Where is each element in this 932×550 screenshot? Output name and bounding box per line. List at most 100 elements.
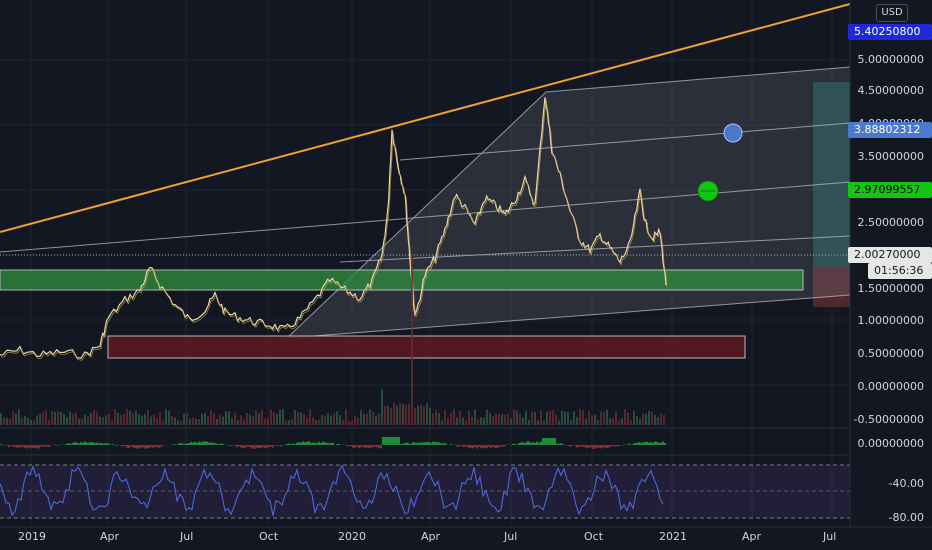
macd-bar xyxy=(444,442,446,445)
green-level-tag[interactable]: 2.97099557 xyxy=(848,182,932,198)
long-trendline[interactable] xyxy=(0,3,851,233)
volume-bar xyxy=(138,414,140,425)
macd-bar xyxy=(436,441,438,445)
macd-bar xyxy=(102,443,104,445)
volume-bar xyxy=(471,417,473,425)
blue-target-marker[interactable] xyxy=(723,123,743,143)
volume-bar xyxy=(327,413,329,425)
blue-level-tag[interactable]: 3.88802312 xyxy=(848,122,932,138)
volume-bar xyxy=(558,420,560,425)
macd-bar xyxy=(74,442,76,445)
macd-bar xyxy=(582,445,584,447)
volume-bar xyxy=(339,414,341,425)
volume-bar xyxy=(420,404,422,425)
volume-bar xyxy=(348,420,350,425)
macd-bar xyxy=(450,444,452,445)
volume-bar xyxy=(441,420,443,425)
price-label: 5.00000000 xyxy=(857,53,924,66)
macd-bar xyxy=(576,445,578,448)
volume-bar xyxy=(444,409,446,425)
volume-bar xyxy=(537,420,539,425)
volume-bar xyxy=(255,409,257,425)
bar-countdown-tag: 01:56:36 xyxy=(868,263,932,279)
macd-bar xyxy=(210,442,212,445)
price-label: 3.50000000 xyxy=(857,150,924,163)
volume-bar xyxy=(93,409,95,425)
volume-bar xyxy=(573,411,575,425)
volume-bar xyxy=(426,403,428,425)
macd-bar xyxy=(88,442,90,445)
macd-bar xyxy=(186,443,188,445)
support-zone[interactable] xyxy=(0,269,804,291)
macd-bar xyxy=(346,445,348,447)
volume-bar xyxy=(261,410,263,425)
macd-bar xyxy=(632,444,634,445)
macd-bar xyxy=(248,445,250,447)
volume-bar xyxy=(516,410,518,425)
volume-bar xyxy=(345,409,347,425)
volume-bar xyxy=(18,409,20,425)
price-label: -0.50000000 xyxy=(853,413,924,426)
macd-bar xyxy=(264,445,266,448)
macd-bar xyxy=(524,443,526,445)
demand-zone[interactable] xyxy=(107,335,746,359)
macd-bar xyxy=(182,443,184,445)
macd-bar xyxy=(156,445,158,448)
macd-bar xyxy=(592,445,594,449)
macd-bar xyxy=(390,437,392,445)
macd-bar xyxy=(618,445,620,447)
macd-bar xyxy=(24,445,26,448)
macd-bar xyxy=(96,442,98,445)
volume-bar xyxy=(150,416,152,425)
volume-bar xyxy=(51,410,53,425)
macd-bar xyxy=(174,444,176,445)
volume-bar xyxy=(126,409,128,425)
currency-button[interactable]: USD xyxy=(876,4,908,22)
macd-bar xyxy=(100,442,102,445)
top-price-tag[interactable]: 5.40250800 xyxy=(848,24,932,40)
volume-bar xyxy=(45,410,47,425)
macd-bar xyxy=(266,445,268,449)
macd-bar xyxy=(256,445,258,448)
price-label: 4.50000000 xyxy=(857,84,924,97)
volume-bar xyxy=(285,420,287,425)
macd-bar xyxy=(128,445,130,449)
macd-bar xyxy=(510,445,512,446)
volume-bar xyxy=(447,417,449,425)
macd-bar xyxy=(650,442,652,445)
volume-bar xyxy=(384,405,386,425)
macd-bar xyxy=(44,445,46,447)
volume-bar xyxy=(483,417,485,425)
last-price-tag[interactable]: 2.00270000 xyxy=(848,247,932,263)
macd-histogram xyxy=(0,437,666,449)
macd-bar xyxy=(530,442,532,445)
volume-bar xyxy=(639,418,641,425)
volume-bar xyxy=(330,415,332,425)
time-axis[interactable] xyxy=(0,527,932,550)
macd-bar xyxy=(196,442,198,445)
stop-zone-box[interactable] xyxy=(813,267,851,307)
volume-bars xyxy=(0,255,665,425)
macd-bar xyxy=(604,445,606,448)
volume-bar xyxy=(303,414,305,425)
volume-bar xyxy=(252,416,254,425)
macd-bar xyxy=(362,445,364,448)
macd-bar xyxy=(32,445,34,449)
volume-bar xyxy=(510,418,512,425)
volume-bar xyxy=(489,413,491,425)
volume-bar xyxy=(435,410,437,425)
volume-bar xyxy=(129,410,131,425)
macd-bar xyxy=(46,445,48,447)
macd-bar xyxy=(328,443,330,445)
volume-bar xyxy=(543,420,545,425)
volume-bar xyxy=(393,402,395,425)
macd-bar xyxy=(488,445,490,447)
macd-bar xyxy=(190,441,192,445)
volume-bar xyxy=(492,416,494,425)
volume-bar xyxy=(183,413,185,425)
volume-bar xyxy=(633,411,635,425)
macd-bar xyxy=(380,445,382,449)
macd-bar xyxy=(480,445,482,449)
macd-bar xyxy=(622,445,624,446)
